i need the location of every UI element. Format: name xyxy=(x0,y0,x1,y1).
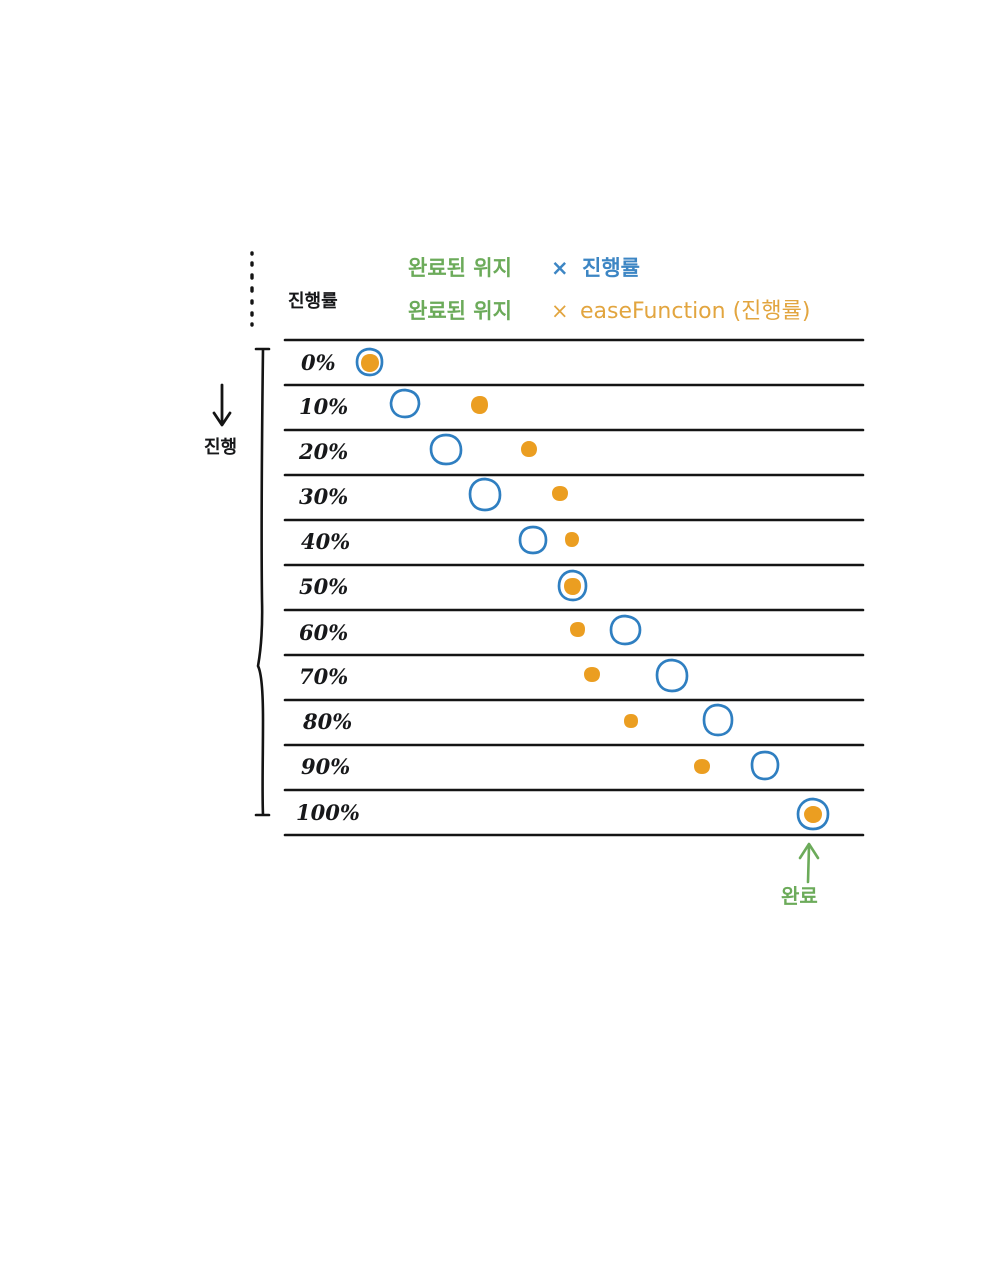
orange-dot xyxy=(624,714,638,728)
orange-dot xyxy=(804,806,822,823)
blue-ring xyxy=(750,750,780,781)
row-label: 100% xyxy=(296,800,360,825)
row-label: 0% xyxy=(301,350,336,375)
orange-dot xyxy=(570,622,585,637)
row-label: 80% xyxy=(302,709,352,734)
row-label: 10% xyxy=(299,394,348,419)
row-label: 30% xyxy=(299,484,348,509)
orange-dot xyxy=(521,441,537,457)
eased-markers xyxy=(361,354,822,823)
linear-markers xyxy=(355,347,830,831)
row-label: 60% xyxy=(299,620,348,645)
row-label: 90% xyxy=(301,754,350,779)
row-label: 70% xyxy=(299,664,348,689)
blue-ring xyxy=(429,433,463,466)
legend-block: 완료된 위지 × 진행률 완료된 위지 × easeFunction (진행률)… xyxy=(250,251,810,327)
done-annotation: 완료 xyxy=(781,842,820,908)
legend-eased-times-icon: × xyxy=(551,299,569,323)
blue-ring xyxy=(557,569,588,602)
row-label: 40% xyxy=(301,529,350,554)
orange-dot xyxy=(564,578,581,595)
row-range-brace-icon xyxy=(254,347,271,817)
legend-eased-position-label: 완료된 위지 xyxy=(408,299,512,323)
done-arrow-icon xyxy=(798,842,820,884)
progress-direction-arrow-icon xyxy=(212,383,232,427)
row-labels: 0% 10% 20% 30% 40% 50% 60% 70% 80% 90% 1… xyxy=(296,350,360,825)
blue-ring xyxy=(355,347,384,377)
progress-column-header: 진행률 xyxy=(288,291,338,312)
orange-dot xyxy=(694,759,710,774)
blue-ring xyxy=(389,388,421,419)
blue-ring xyxy=(655,658,689,693)
orange-dot xyxy=(361,354,379,372)
legend-row-linear: 완료된 위지 × 진행률 xyxy=(408,256,640,280)
legend-eased-factor-label: easeFunction (진행률) xyxy=(580,299,810,324)
left-axis: 진행 xyxy=(204,347,271,817)
blue-ring xyxy=(468,477,502,512)
blue-ring xyxy=(702,703,734,737)
legend-row-eased: 완료된 위지 × easeFunction (진행률) xyxy=(408,299,810,324)
legend-linear-factor-label: 진행률 xyxy=(582,256,640,280)
blue-ring xyxy=(609,614,642,646)
blue-ring xyxy=(796,797,830,831)
orange-dot xyxy=(565,532,579,547)
blue-ring xyxy=(518,525,548,555)
row-label: 50% xyxy=(299,574,348,599)
orange-dot xyxy=(584,667,600,682)
row-label: 20% xyxy=(298,439,348,464)
progress-axis-label: 진행 xyxy=(204,437,237,458)
orange-dot xyxy=(471,396,488,414)
legend-linear-position-label: 완료된 위지 xyxy=(408,256,512,280)
orange-dot xyxy=(552,486,568,501)
done-label: 완료 xyxy=(781,884,818,908)
row-gridlines xyxy=(283,338,865,837)
legend-linear-times-icon: × xyxy=(551,256,569,280)
